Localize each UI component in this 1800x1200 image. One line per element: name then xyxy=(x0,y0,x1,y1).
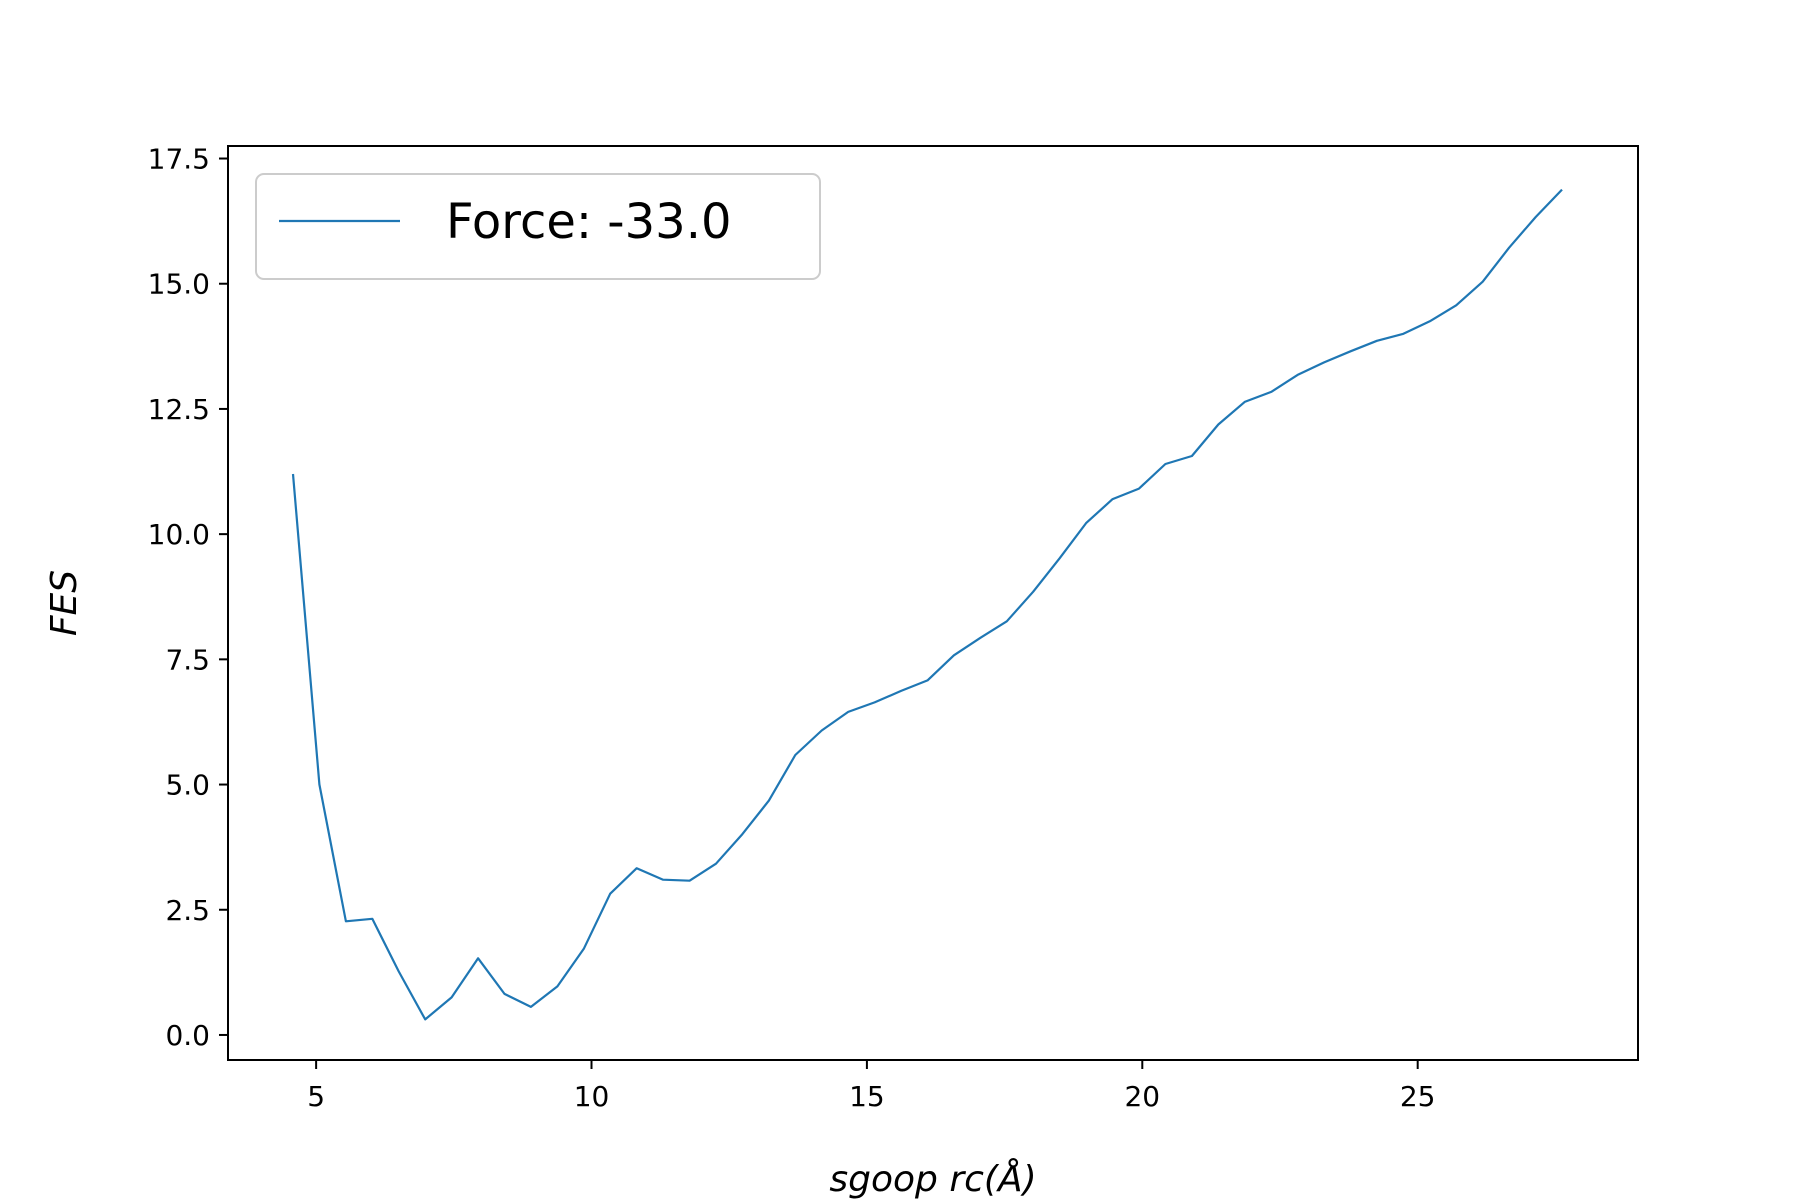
data-point xyxy=(556,985,558,987)
y-tick-label: 7.5 xyxy=(165,643,210,676)
data-point xyxy=(715,863,717,865)
x-axis-title: sgoop rc(Å) xyxy=(829,1157,1036,1200)
data-point xyxy=(1508,247,1510,249)
data-point xyxy=(477,957,479,959)
data-point xyxy=(821,729,823,731)
data-point xyxy=(1323,361,1325,363)
data-point xyxy=(503,993,505,995)
legend: Force: -33.0 xyxy=(255,173,821,280)
data-point xyxy=(345,920,347,922)
y-tick-label: 0.0 xyxy=(165,1019,210,1052)
data-point xyxy=(953,654,955,656)
series-layer xyxy=(291,188,1563,1021)
y-axis: 0.0 2.5 5.0 7.5 10.0 12.5 15.0 17.5 xyxy=(148,143,228,1052)
y-axis-title: FES xyxy=(44,570,85,636)
data-point xyxy=(900,690,902,692)
x-tick-label: 25 xyxy=(1400,1080,1436,1113)
data-point xyxy=(1112,498,1114,500)
data-point xyxy=(451,996,453,998)
data-point xyxy=(1455,304,1457,306)
data-point xyxy=(1191,455,1193,457)
y-tick-label: 15.0 xyxy=(148,268,210,301)
data-point xyxy=(292,473,294,475)
y-tick-label: 10.0 xyxy=(148,518,210,551)
data-point xyxy=(662,879,664,881)
data-point xyxy=(979,637,981,639)
data-point xyxy=(1402,333,1404,335)
data-point xyxy=(1138,488,1140,490)
data-point xyxy=(847,711,849,713)
data-point xyxy=(1085,522,1087,524)
data-point xyxy=(1244,401,1246,403)
plot-frame xyxy=(227,145,1639,1061)
legend-label: Force: -33.0 xyxy=(446,194,732,250)
data-point xyxy=(1006,620,1008,622)
y-tick-label: 2.5 xyxy=(165,894,210,927)
series-line xyxy=(291,188,1563,1021)
x-tick-label: 20 xyxy=(1124,1080,1160,1113)
data-point xyxy=(741,833,743,835)
data-point xyxy=(874,701,876,703)
legend-frame xyxy=(255,173,821,280)
data-point xyxy=(1059,557,1061,559)
data-point xyxy=(609,893,611,895)
data-point xyxy=(583,948,585,950)
data-point xyxy=(768,800,770,802)
data-point xyxy=(794,754,796,756)
data-point xyxy=(318,784,320,786)
data-point xyxy=(1270,391,1272,393)
data-point xyxy=(530,1006,532,1008)
x-axis: 5 10 15 20 25 xyxy=(307,1060,1436,1113)
data-point xyxy=(371,918,373,920)
data-point xyxy=(1376,340,1378,342)
data-point xyxy=(1429,320,1431,322)
x-tick-label: 10 xyxy=(574,1080,610,1113)
y-tick-label: 12.5 xyxy=(148,393,210,426)
y-tick-label: 5.0 xyxy=(165,769,210,802)
data-point xyxy=(1297,374,1299,376)
data-point xyxy=(424,1018,426,1020)
data-point xyxy=(689,880,691,882)
data-point xyxy=(1482,281,1484,283)
data-point xyxy=(1349,350,1351,352)
x-tick-label: 15 xyxy=(849,1080,885,1113)
data-point xyxy=(636,867,638,869)
data-point xyxy=(926,679,928,681)
data-point xyxy=(398,970,400,972)
x-tick-label: 5 xyxy=(307,1080,325,1113)
plot-area xyxy=(228,146,1638,1060)
data-point xyxy=(1164,463,1166,465)
data-point xyxy=(1535,216,1537,218)
data-point xyxy=(1561,189,1563,191)
y-tick-label: 17.5 xyxy=(148,143,210,176)
data-point xyxy=(1032,591,1034,593)
data-point xyxy=(1217,423,1219,425)
